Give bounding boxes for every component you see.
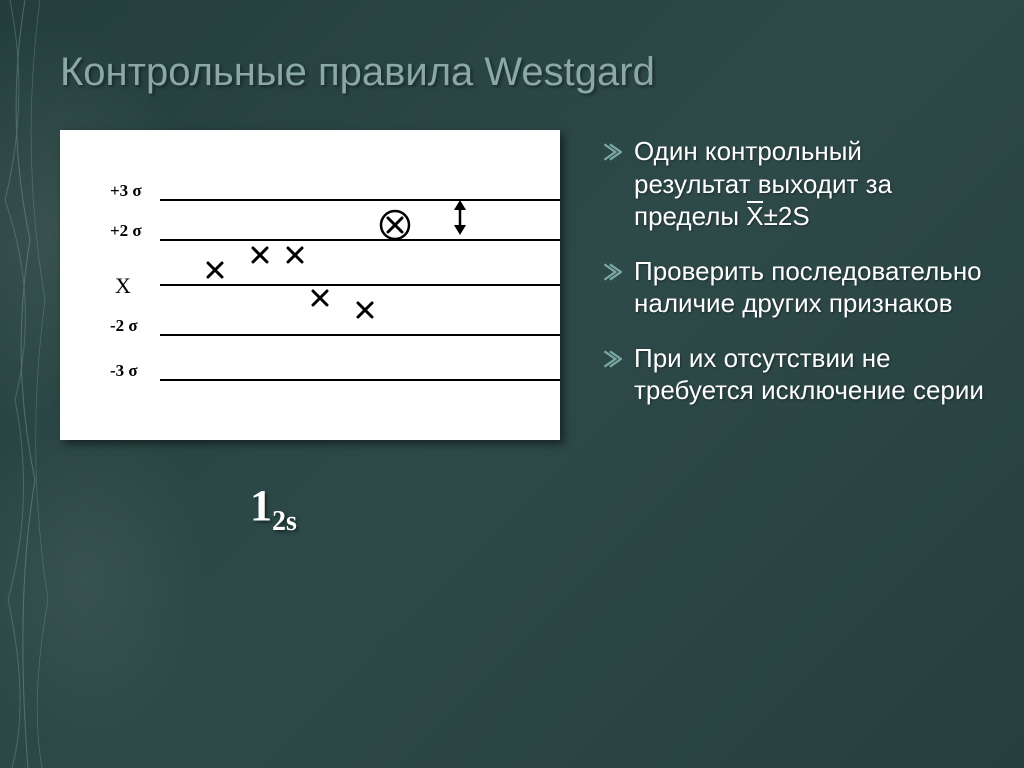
content-row: +3 σ +2 σ X -2 σ -3 σ 12s Один контрольный р…: [60, 130, 984, 538]
rule-sub: 2s: [272, 506, 297, 537]
bullet-text-after: ±2S: [764, 201, 810, 231]
svg-text:+2 σ: +2 σ: [110, 221, 142, 240]
bullet-item: При их отсутствии не требуется исключени…: [600, 342, 984, 407]
svg-text:X: X: [115, 273, 131, 298]
bullet-text: При их отсутствии не требуется исключени…: [634, 343, 984, 406]
svg-text:-2 σ: -2 σ: [110, 316, 138, 335]
bullet-list: Один контрольный результат выходит за пр…: [600, 135, 984, 407]
rule-label: 12s: [250, 480, 570, 538]
rule-main: 1: [250, 481, 272, 530]
svg-text:-3 σ: -3 σ: [110, 361, 138, 380]
left-column: +3 σ +2 σ X -2 σ -3 σ 12s: [60, 130, 570, 538]
chevron-icon: [600, 141, 622, 163]
control-chart: +3 σ +2 σ X -2 σ -3 σ: [60, 130, 560, 440]
svg-text:+3 σ: +3 σ: [110, 181, 142, 200]
chevron-icon: [600, 348, 622, 370]
x-bar-symbol: X: [746, 200, 763, 233]
chevron-icon: [600, 261, 622, 283]
bullet-text: Проверить последовательно наличие других…: [634, 256, 982, 319]
bullet-item: Проверить последовательно наличие других…: [600, 255, 984, 320]
bullet-item: Один контрольный результат выходит за пр…: [600, 135, 984, 233]
slide-title: Контрольные правила Westgard: [60, 50, 984, 95]
right-column: Один контрольный результат выходит за пр…: [600, 130, 984, 538]
